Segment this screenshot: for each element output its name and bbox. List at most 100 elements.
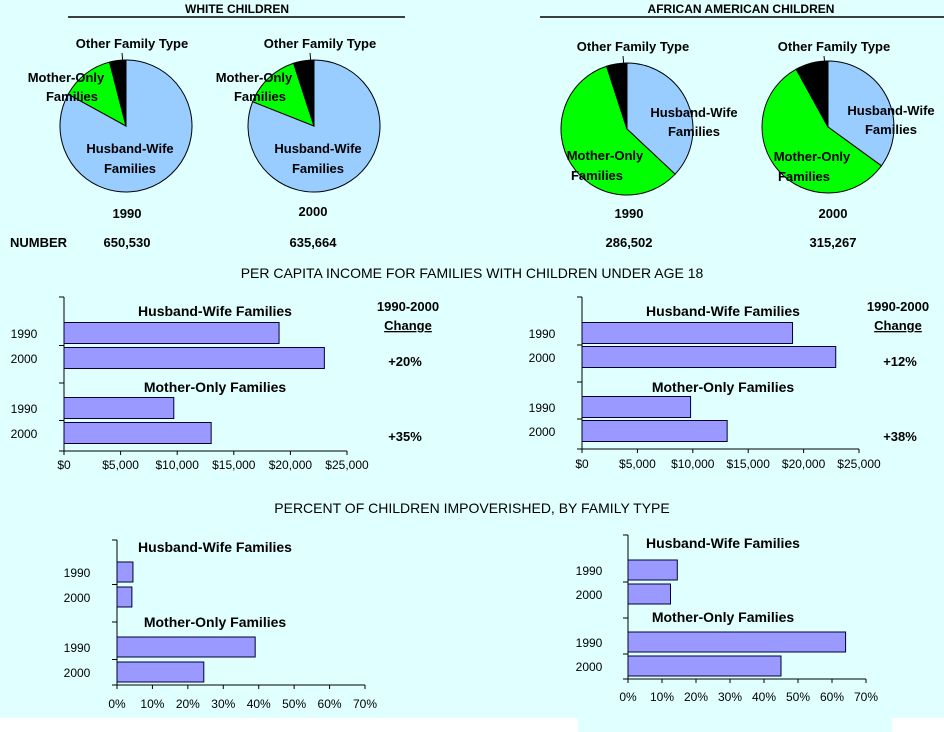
pie-4-label-mother-1: Mother-Only	[774, 149, 851, 164]
bar-chart-4-group-label-1: Husband-Wife Families	[646, 535, 800, 551]
bar-chart-1-group-label-2: Mother-Only Families	[144, 379, 287, 395]
pie-1-label-mother-2: Families	[46, 89, 98, 104]
bar-chart-1-bar-1-2	[63, 347, 325, 369]
bar-chart-2-x-tick-label-5: $20,000	[782, 457, 826, 471]
white-children-header: WHITE CHILDREN	[185, 2, 289, 16]
bar-chart-3-bar-1-2	[116, 586, 133, 608]
pie-3-slice-husband-wife	[626, 62, 694, 175]
bar-chart-1-change-header-1: 1990-2000	[377, 299, 439, 314]
pie-4-leader-other	[823, 55, 827, 76]
bar-chart-1-x-tick-label-3: $10,000	[156, 458, 200, 472]
bar-chart-3-bar-2-2	[116, 661, 205, 683]
pie-2-label-mother-2: Families	[234, 89, 286, 104]
bar-chart-1-change-1: +20%	[388, 354, 422, 369]
bar-chart-2-change-header-2: Change	[874, 318, 922, 333]
pie-3-number: 286,502	[606, 235, 653, 250]
bar-chart-3-group-label-2: Mother-Only Families	[144, 614, 287, 630]
bar-chart-1-x-tick-label-4: $15,000	[212, 458, 256, 472]
pie-1-label-husband-1: Husband-Wife	[86, 141, 173, 156]
bar-chart-4-x-tick-label-3: 20%	[684, 690, 708, 704]
bar-chart-2-x-tick-label-1: $0	[575, 457, 589, 471]
pie-4-label-mother-2: Families	[778, 169, 830, 184]
african-american-header: AFRICAN AMERICAN CHILDREN	[648, 2, 835, 16]
poverty-title: PERCENT OF CHILDREN IMPOVERISHED, BY FAM…	[274, 500, 669, 516]
pie-2-leader-other	[309, 52, 313, 75]
bar-chart-1-category-label-2-1: 1990	[11, 402, 38, 416]
bar-chart-1-x-tick-label-6: $25,000	[325, 458, 369, 472]
pie-3-label-mother-2: Families	[571, 168, 623, 183]
pie-2-label-husband-2: Families	[292, 161, 344, 176]
bar-chart-2-category-label-1-1: 1990	[529, 327, 556, 341]
bar-chart-4-category-label-2-2: 2000	[576, 660, 603, 674]
pie-3-year: 1990	[615, 206, 644, 221]
bar-chart-3-x-tick-label-7: 60%	[318, 697, 342, 711]
bar-chart-4-x-tick-label-4: 30%	[718, 690, 742, 704]
bar-chart-4-x-tick-label-5: 40%	[752, 690, 776, 704]
pie-1-leader-other	[121, 52, 125, 75]
bar-chart-2-x-tick-label-6: $25,000	[837, 457, 881, 471]
bar-chart-2-bar-1-1	[581, 322, 794, 344]
bar-chart-3-bar-2-1	[116, 636, 256, 658]
bar-chart-2-category-label-2-2: 2000	[529, 425, 556, 439]
pie-4-slice-other	[795, 60, 829, 128]
bar-chart-2-bar-1-2	[581, 346, 837, 368]
bar-chart-3-x-tick-label-5: 40%	[247, 697, 271, 711]
income-title: PER CAPITA INCOME FOR FAMILIES WITH CHIL…	[241, 265, 704, 281]
bar-chart-3-category-label-2-2: 2000	[64, 666, 91, 680]
bar-chart-3-category-label-1-1: 1990	[64, 566, 91, 580]
bar-chart-4-category-label-1-2: 2000	[576, 588, 603, 602]
pie-4-label-husband-2: Families	[865, 122, 917, 137]
bar-chart-1-bar-2-1	[63, 397, 175, 419]
pie-1-label-other: Other Family Type	[76, 36, 188, 51]
pie-1-slice-other	[108, 59, 127, 127]
bar-chart-4-category-label-2-1: 1990	[576, 636, 603, 650]
bar-chart-2-group-label-2: Mother-Only Families	[652, 379, 795, 395]
bar-chart-3-x-tick-label-4: 30%	[211, 697, 235, 711]
bar-chart-1-bar-1-1	[63, 322, 280, 344]
pie-4-slice-mother-only	[761, 68, 883, 194]
bar-chart-3-category-label-2-1: 1990	[64, 641, 91, 655]
pie-3-slice-mother-only	[560, 65, 676, 196]
bar-chart-3-x-tick-label-2: 10%	[140, 697, 164, 711]
bar-chart-1-change-header-2: Change	[384, 318, 432, 333]
bar-chart-4-x-tick-label-7: 60%	[820, 690, 844, 704]
pie-1-number: 650,530	[104, 235, 151, 250]
bar-chart-1-change-2: +35%	[388, 429, 422, 444]
pie-3-label-other: Other Family Type	[577, 39, 689, 54]
bar-chart-1-x-tick-label-5: $20,000	[269, 458, 313, 472]
bar-chart-1-x-tick-label-2: $5,000	[102, 458, 139, 472]
pie-2-label-husband-1: Husband-Wife	[274, 141, 361, 156]
bar-chart-4-x-tick-label-6: 50%	[786, 690, 810, 704]
bar-chart-3-bar-1-1	[116, 561, 134, 583]
bar-chart-4-bar-2-2	[627, 655, 782, 677]
pie-2-number: 635,664	[290, 235, 338, 250]
pie-4-year: 2000	[819, 206, 848, 221]
pie-1-label-mother-1: Mother-Only	[28, 70, 105, 85]
bar-chart-2-x-tick-label-3: $10,000	[671, 457, 715, 471]
bar-chart-2-change-2: +38%	[883, 429, 917, 444]
bar-chart-4-group-label-2: Mother-Only Families	[652, 609, 795, 625]
bar-chart-1-category-label-2-2: 2000	[11, 427, 38, 441]
pie-3-label-husband-2: Families	[668, 124, 720, 139]
bar-chart-1-category-label-1-1: 1990	[11, 327, 38, 341]
pie-2-label-mother-1: Mother-Only	[216, 70, 293, 85]
bar-chart-3-category-label-1-2: 2000	[64, 591, 91, 605]
bar-chart-4-x-tick-label-2: 10%	[650, 690, 674, 704]
bar-chart-3-x-tick-label-1: 0%	[108, 697, 126, 711]
pie-3-label-mother-1: Mother-Only	[567, 148, 644, 163]
bar-chart-4-bar-1-2	[627, 583, 671, 605]
bar-chart-3-x-tick-label-8: 70%	[353, 697, 377, 711]
bar-chart-2-group-label-1: Husband-Wife Families	[646, 303, 800, 319]
bar-chart-4-bar-2-1	[627, 631, 847, 653]
bar-chart-4-x-tick-label-1: 0%	[619, 690, 637, 704]
pie-4-slice-husband-wife	[827, 60, 895, 167]
pie-3-label-husband-1: Husband-Wife	[650, 105, 737, 120]
bar-chart-2-change-header-1: 1990-2000	[867, 299, 929, 314]
bar-chart-4-bar-1-1	[627, 559, 678, 581]
bar-chart-2-x-tick-label-2: $5,000	[619, 457, 656, 471]
bar-chart-2-bar-2-1	[581, 396, 692, 418]
pie-4-label-husband-1: Husband-Wife	[847, 103, 934, 118]
pie-2-label-other: Other Family Type	[264, 36, 376, 51]
pie-3-slice-other	[605, 62, 628, 130]
